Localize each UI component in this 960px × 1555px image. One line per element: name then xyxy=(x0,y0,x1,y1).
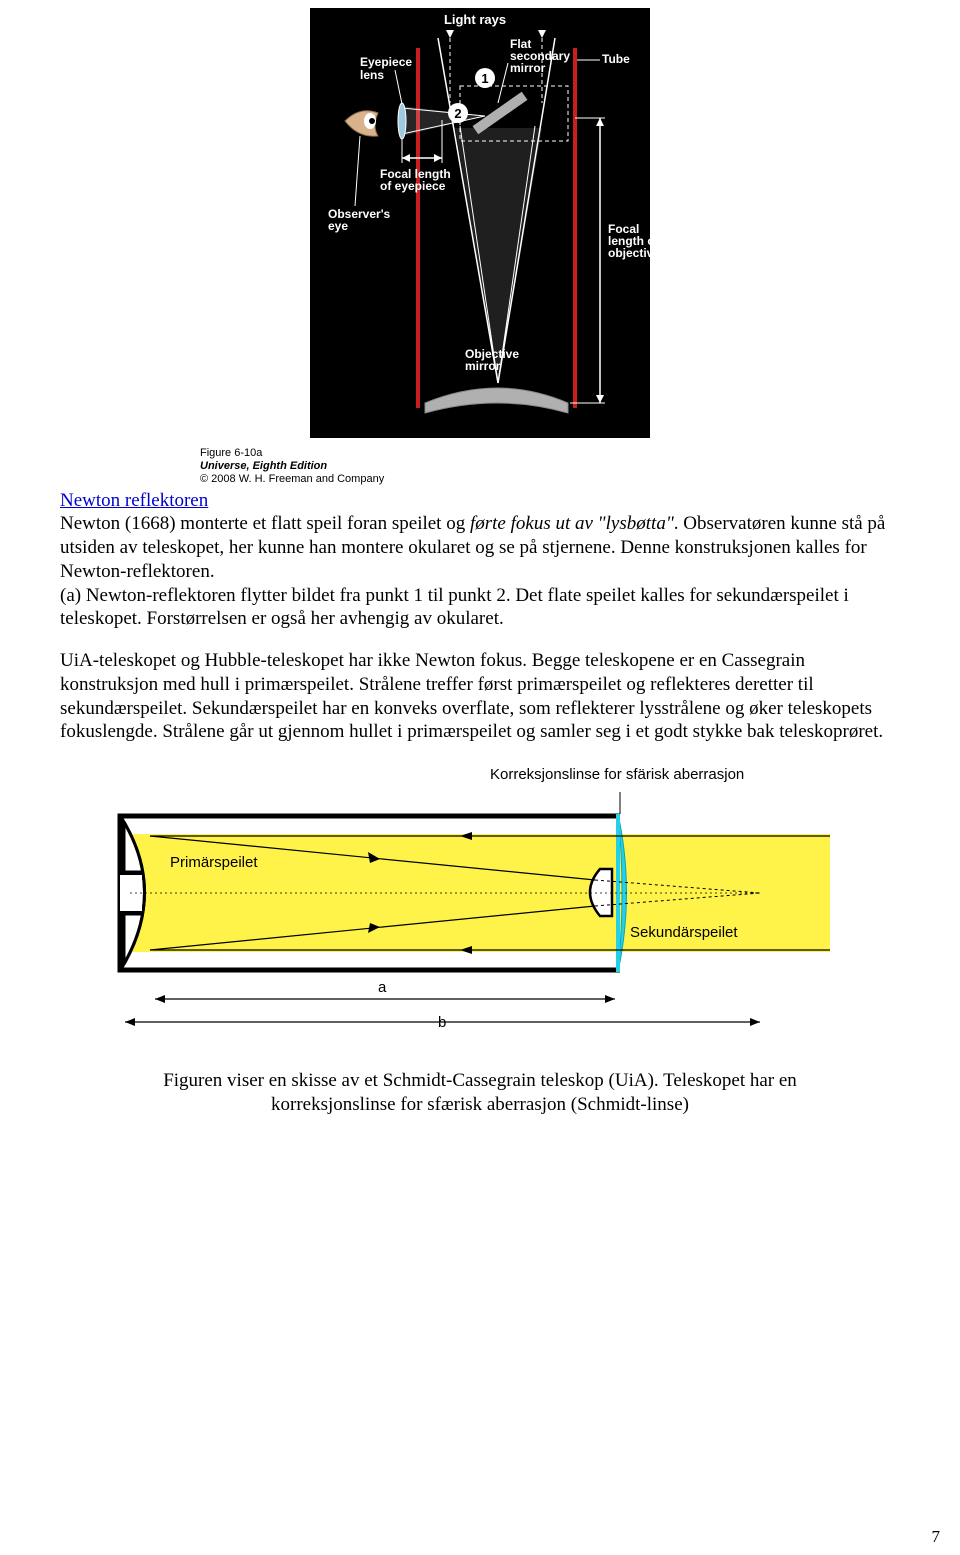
light-rays-label: Light rays xyxy=(444,12,506,27)
focal-eyepiece-label: Focal lengthof eyepiece xyxy=(380,167,451,193)
para1-a: Newton (1668) monterte et flatt speil fo… xyxy=(60,513,470,534)
korreksjon-label: Korreksjonslinse for sfärisk aberrasjon xyxy=(490,766,744,783)
newton-diagram-svg: 1 2 Light rays Eyepiecelens Flatsecondar… xyxy=(310,8,650,438)
para1-b: førte fokus ut av "lysbøtta" xyxy=(470,513,674,534)
sekundar-label: Sekundärspeilet xyxy=(630,924,738,941)
para2: UiA-teleskopet og Hubble-teleskopet har … xyxy=(60,649,900,744)
page-number: 7 xyxy=(932,1527,941,1547)
bottom-caption: Figuren viser en skisse av et Schmidt-Ca… xyxy=(120,1069,840,1117)
heading-link[interactable]: Newton reflektoren xyxy=(60,490,208,511)
figure-caption: Figure 6-10a Universe, Eighth Edition © … xyxy=(200,447,960,487)
cassegrain-svg xyxy=(60,774,880,1034)
newton-diagram: 1 2 Light rays Eyepiecelens Flatsecondar… xyxy=(0,8,960,443)
section-heading-para: Newton reflektoren Newton (1668) montert… xyxy=(60,489,900,632)
num2-label: 2 xyxy=(454,106,461,121)
primar-label: Primärspeilet xyxy=(170,854,258,871)
para1-d: (a) Newton-reflektoren flytter bildet fr… xyxy=(60,585,849,630)
caption-fig-num: Figure 6-10a xyxy=(200,447,960,460)
b-label: b xyxy=(438,1014,446,1031)
tube-label: Tube xyxy=(602,52,630,66)
num1-label: 1 xyxy=(481,71,488,86)
cassegrain-diagram: Korreksjonslinse for sfärisk aberrasjon xyxy=(60,774,900,1039)
caption-book: Universe, Eighth Edition xyxy=(200,460,960,473)
caption-copyright: © 2008 W. H. Freeman and Company xyxy=(200,473,960,486)
a-label: a xyxy=(378,979,386,996)
